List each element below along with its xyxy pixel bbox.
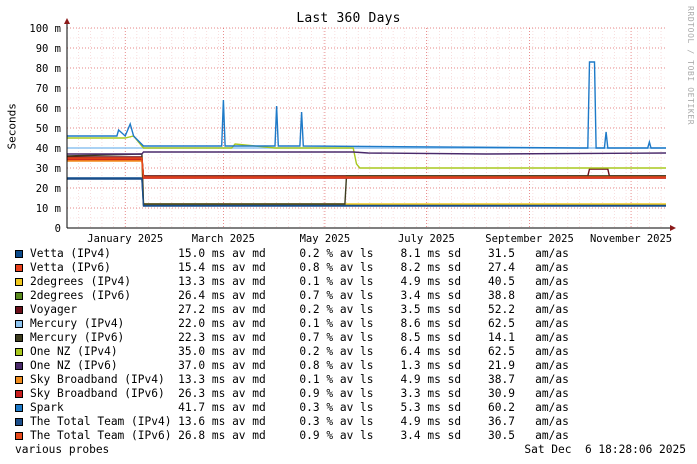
legend-item: One NZ (IPv4) 35.0 ms av md 0.2 % av ls … (15, 345, 569, 359)
legend-item: Voyager 27.2 ms av md 0.2 % av ls 3.5 ms… (15, 303, 569, 317)
y-tick-label: 90 m (36, 43, 61, 55)
series-line (67, 61, 666, 149)
x-tick-label: January 2025 (87, 233, 163, 245)
legend-text: The Total Team (IPv6) 26.8 ms av md 0.9 … (30, 429, 569, 442)
legend-text: Mercury (IPv6) 22.3 ms av md 0.7 % av ls… (30, 331, 569, 344)
legend-item: 2degrees (IPv6) 26.4 ms av md 0.7 % av l… (15, 289, 569, 303)
legend-swatch (15, 348, 23, 356)
x-tick-label: March 2025 (192, 233, 255, 245)
y-tick-label: 70 m (36, 83, 61, 95)
x-tick-label: July 2025 (398, 233, 455, 245)
legend-text: One NZ (IPv4) 35.0 ms av md 0.2 % av ls … (30, 345, 569, 358)
series-line (67, 135, 666, 169)
footer-probes-label: various probes (15, 443, 110, 456)
legend-item: 2degrees (IPv4) 13.3 ms av md 0.1 % av l… (15, 275, 569, 289)
legend-item: Vetta (IPv4) 15.0 ms av md 0.2 % av ls 8… (15, 247, 569, 261)
legend-item: Spark 41.7 ms av md 0.3 % av ls 5.3 ms s… (15, 401, 569, 415)
x-axis-ticks: January 2025 March 2025 May 2025 July 2025 S… (87, 233, 672, 245)
legend-swatch (15, 404, 23, 412)
legend-item: Mercury (IPv4) 22.0 ms av md 0.1 % av ls… (15, 317, 569, 331)
y-tick-label: 20 m (36, 183, 61, 195)
legend-text: Spark 41.7 ms av md 0.3 % av ls 5.3 ms s… (30, 401, 569, 414)
legend-swatch (15, 418, 23, 426)
legend-text: Voyager 27.2 ms av md 0.2 % av ls 3.5 ms… (30, 303, 569, 316)
series-lines (66, 61, 667, 207)
legend-item: Mercury (IPv6) 22.3 ms av md 0.7 % av ls… (15, 331, 569, 345)
x-tick-label: September 2025 (485, 233, 574, 245)
legend-text: One NZ (IPv6) 37.0 ms av md 0.8 % av ls … (30, 359, 569, 372)
legend-text: Vetta (IPv6) 15.4 ms av md 0.8 % av ls 8… (30, 261, 569, 274)
legend-text: The Total Team (IPv4) 13.6 ms av md 0.3 … (30, 415, 569, 428)
legend-swatch (15, 334, 23, 342)
legend-text: 2degrees (IPv6) 26.4 ms av md 0.7 % av l… (30, 289, 569, 302)
series-line (67, 157, 666, 177)
y-tick-label: 60 m (36, 103, 61, 115)
y-axis-ticks: 0 10 m 20 m 30 m 40 m 50 m 60 m 70 m 80 m 90 m 100… (29, 23, 61, 235)
legend-swatch (15, 250, 23, 258)
grid (66, 27, 666, 228)
legend-text: Vetta (IPv4) 15.0 ms av md 0.2 % av ls 8… (30, 247, 569, 260)
series-line (67, 178, 666, 207)
legend-swatch (15, 320, 23, 328)
rrdtool-watermark: RRDTOOL / TOBI OETIKER (686, 6, 695, 126)
y-tick-label: 10 m (36, 203, 61, 215)
axes (64, 18, 676, 231)
series-line (67, 156, 666, 177)
y-tick-label: 0 (55, 223, 61, 235)
legend-item: Sky Broadband (IPv6) 26.3 ms av md 0.9 %… (15, 387, 569, 401)
legend-item: The Total Team (IPv4) 13.6 ms av md 0.3 … (15, 415, 569, 429)
legend-text: 2degrees (IPv4) 13.3 ms av md 0.1 % av l… (30, 275, 569, 288)
legend-text: Sky Broadband (IPv4) 13.3 ms av md 0.1 %… (30, 373, 569, 386)
series-line (67, 177, 666, 206)
series-line (67, 157, 666, 178)
series-line (67, 151, 667, 155)
x-tick-label: November 2025 (590, 233, 672, 245)
legend-item: The Total Team (IPv6) 26.8 ms av md 0.9 … (15, 429, 569, 443)
legend-swatch (15, 292, 23, 300)
y-tick-label: 30 m (36, 163, 61, 175)
legend-swatch (15, 264, 23, 272)
legend-text: Mercury (IPv4) 22.0 ms av md 0.1 % av ls… (30, 317, 569, 330)
x-axis-arrow (670, 225, 676, 231)
legend-swatch (15, 362, 23, 370)
legend-swatch (15, 432, 23, 440)
legend-text: Sky Broadband (IPv6) 26.3 ms av md 0.9 %… (30, 387, 569, 400)
series-line (66, 153, 666, 205)
x-tick-label: May 2025 (300, 233, 351, 245)
y-axis-label: Seconds (5, 103, 19, 150)
y-tick-label: 80 m (36, 63, 61, 75)
y-tick-label: 100 m (29, 23, 61, 35)
legend-swatch (15, 390, 23, 398)
y-tick-label: 50 m (36, 123, 61, 135)
chart-legend: Vetta (IPv4) 15.0 ms av md 0.2 % av ls 8… (15, 247, 569, 443)
legend-swatch (15, 278, 23, 286)
legend-item: Sky Broadband (IPv4) 13.3 ms av md 0.1 %… (15, 373, 569, 387)
footer-timestamp: Sat Dec 6 18:28:06 2025 (524, 443, 686, 456)
series-line (67, 157, 666, 205)
legend-swatch (15, 306, 23, 314)
legend-swatch (15, 376, 23, 384)
legend-item: One NZ (IPv6) 37.0 ms av md 0.8 % av ls … (15, 359, 569, 373)
legend-item: Vetta (IPv6) 15.4 ms av md 0.8 % av ls 8… (15, 261, 569, 275)
y-tick-label: 40 m (36, 143, 61, 155)
chart-title: Last 360 Days (296, 11, 401, 26)
y-axis-arrow (64, 18, 70, 24)
